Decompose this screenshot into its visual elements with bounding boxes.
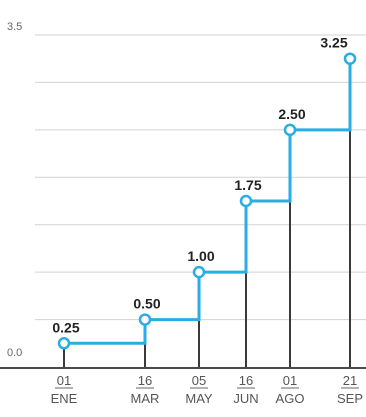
data-point xyxy=(57,337,71,350)
data-point xyxy=(239,194,253,208)
x-tick-day: 05 xyxy=(192,373,206,388)
y-axis-ticks: 3.5 0.0 xyxy=(7,21,22,359)
x-tick-day: 16 xyxy=(239,373,253,388)
step-line xyxy=(64,58,352,345)
data-labels: 0.25 0.50 1.00 1.75 2.50 3.25 xyxy=(52,35,347,336)
x-tick-day: 01 xyxy=(283,373,297,388)
y-tick-label: 3.5 xyxy=(7,21,22,33)
x-tick-month: ENE xyxy=(51,391,78,406)
vertical-bars xyxy=(63,58,351,367)
data-label: 3.25 xyxy=(320,35,347,51)
y-tick-label: 0.0 xyxy=(7,347,22,359)
x-tick-month: JUN xyxy=(233,391,258,406)
step-series-line xyxy=(64,58,352,345)
x-tick-day: 16 xyxy=(138,373,152,388)
data-point xyxy=(283,123,297,137)
data-point xyxy=(343,52,357,65)
data-points xyxy=(57,52,357,350)
x-tick-month: MAR xyxy=(131,391,160,406)
x-tick-day: 01 xyxy=(57,373,71,388)
data-point xyxy=(138,313,152,326)
x-axis: 01 ENE 16 MAR 05 MAY 16 JUN 01 AGO 21 SEP xyxy=(0,367,366,406)
data-label: 0.25 xyxy=(52,319,79,335)
x-tick-month: MAY xyxy=(185,391,213,406)
data-point xyxy=(192,265,206,279)
x-tick-month: AGO xyxy=(276,391,305,406)
grid-lines xyxy=(35,34,366,321)
data-label: 0.50 xyxy=(133,296,160,312)
data-label: 2.50 xyxy=(278,106,305,122)
data-label: 1.00 xyxy=(187,248,214,264)
x-tick-month: SEP xyxy=(337,391,363,406)
x-tick-day: 21 xyxy=(343,373,357,388)
data-label: 1.75 xyxy=(234,177,261,193)
